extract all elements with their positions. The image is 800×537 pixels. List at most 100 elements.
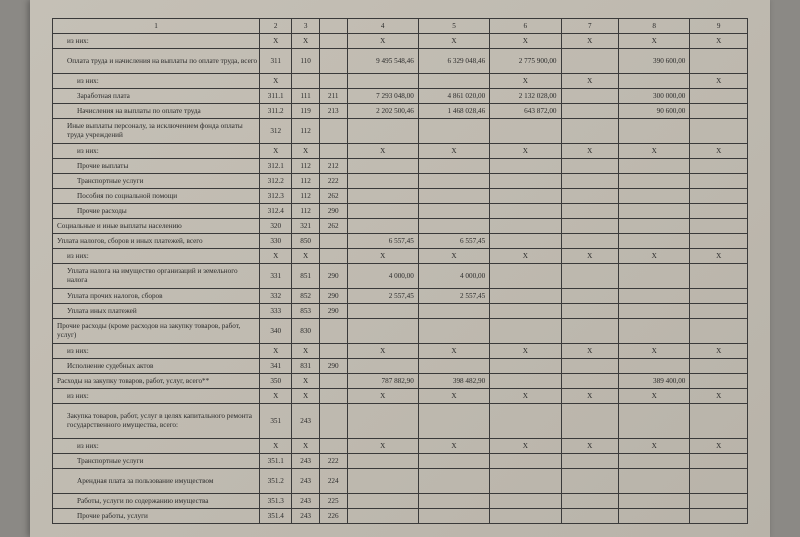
- row-label: Арендная плата за пользование имуществом: [53, 469, 260, 494]
- table-header-row: 123456789: [53, 19, 748, 34]
- empty-cell: [490, 159, 561, 174]
- code-cell: 243: [292, 494, 320, 509]
- code-cell: 243: [292, 404, 320, 439]
- empty-cell: [561, 289, 619, 304]
- empty-cell: [690, 89, 748, 104]
- empty-cell: [561, 359, 619, 374]
- code-cell: 312: [260, 119, 292, 144]
- empty-cell: [418, 319, 489, 344]
- x-cell: X: [690, 249, 748, 264]
- empty-cell: [347, 204, 418, 219]
- x-cell: X: [418, 144, 489, 159]
- empty-cell: [292, 74, 320, 89]
- empty-cell: [619, 494, 690, 509]
- table-row: из них:XXXX: [53, 74, 748, 89]
- value-cell: 390 600,00: [619, 49, 690, 74]
- empty-cell: [319, 439, 347, 454]
- empty-cell: [619, 509, 690, 524]
- x-cell: X: [347, 344, 418, 359]
- x-cell: X: [490, 389, 561, 404]
- code-cell: 851: [292, 264, 320, 289]
- x-cell: X: [347, 249, 418, 264]
- value-cell: 7 293 048,00: [347, 89, 418, 104]
- empty-cell: [319, 34, 347, 49]
- table-row: Прочие расходы (кроме расходов на закупк…: [53, 319, 748, 344]
- empty-cell: [561, 234, 619, 249]
- code-cell: 312.3: [260, 189, 292, 204]
- table-row: Прочие выплаты312.1112212: [53, 159, 748, 174]
- table-row: Арендная плата за пользование имуществом…: [53, 469, 748, 494]
- value-cell: 300 000,00: [619, 89, 690, 104]
- code-cell: 850: [292, 234, 320, 249]
- empty-cell: [690, 319, 748, 344]
- x-cell: X: [292, 389, 320, 404]
- code-cell: 243: [292, 454, 320, 469]
- x-cell: X: [619, 249, 690, 264]
- empty-cell: [347, 304, 418, 319]
- value-cell: 398 482,90: [418, 374, 489, 389]
- empty-cell: [561, 404, 619, 439]
- empty-cell: [319, 234, 347, 249]
- row-label: Исполнение судебных актов: [53, 359, 260, 374]
- empty-cell: [619, 289, 690, 304]
- table-row: Исполнение судебных актов341831290: [53, 359, 748, 374]
- empty-cell: [619, 319, 690, 344]
- code-cell: 311.2: [260, 104, 292, 119]
- code-cell: 341: [260, 359, 292, 374]
- empty-cell: [619, 204, 690, 219]
- x-cell: X: [690, 74, 748, 89]
- value-cell: 6 557,45: [347, 234, 418, 249]
- code-cell: 340: [260, 319, 292, 344]
- table-row: Прочие работы, услуги351.4243226: [53, 509, 748, 524]
- code-cell: 262: [319, 189, 347, 204]
- value-cell: 2 775 900,00: [490, 49, 561, 74]
- row-label: Уплата иных платежей: [53, 304, 260, 319]
- empty-cell: [690, 234, 748, 249]
- code-cell: 351: [260, 404, 292, 439]
- value-cell: 9 495 548,46: [347, 49, 418, 74]
- code-cell: 311: [260, 49, 292, 74]
- empty-cell: [619, 454, 690, 469]
- empty-cell: [561, 304, 619, 319]
- empty-cell: [619, 74, 690, 89]
- row-label: Прочие расходы (кроме расходов на закупк…: [53, 319, 260, 344]
- x-cell: X: [490, 74, 561, 89]
- empty-cell: [561, 454, 619, 469]
- empty-cell: [561, 494, 619, 509]
- code-cell: 110: [292, 49, 320, 74]
- code-cell: 224: [319, 469, 347, 494]
- empty-cell: [319, 374, 347, 389]
- code-cell: 351.4: [260, 509, 292, 524]
- table-row: из них:XXXXXXXX: [53, 34, 748, 49]
- empty-cell: [561, 219, 619, 234]
- table-row: Уплата иных платежей333853290: [53, 304, 748, 319]
- value-cell: 6 329 048,46: [418, 49, 489, 74]
- empty-cell: [418, 189, 489, 204]
- x-cell: X: [619, 439, 690, 454]
- x-cell: X: [292, 249, 320, 264]
- row-label: Работы, услуги по содержанию имущества: [53, 494, 260, 509]
- empty-cell: [490, 119, 561, 144]
- code-cell: 332: [260, 289, 292, 304]
- code-cell: 212: [319, 159, 347, 174]
- empty-cell: [418, 304, 489, 319]
- table-row: из них:XXXXXXXX: [53, 344, 748, 359]
- empty-cell: [347, 219, 418, 234]
- empty-cell: [490, 374, 561, 389]
- column-header: 2: [260, 19, 292, 34]
- table-row: из них:XXXXXXXX: [53, 249, 748, 264]
- row-label: из них:: [53, 344, 260, 359]
- value-cell: 787 882,90: [347, 374, 418, 389]
- code-cell: 243: [292, 509, 320, 524]
- x-cell: X: [619, 344, 690, 359]
- empty-cell: [418, 74, 489, 89]
- table-row: из них:XXXXXXXX: [53, 144, 748, 159]
- x-cell: X: [347, 439, 418, 454]
- empty-cell: [490, 509, 561, 524]
- row-label: Транспортные услуги: [53, 454, 260, 469]
- empty-cell: [490, 204, 561, 219]
- x-cell: X: [292, 374, 320, 389]
- value-cell: 6 557,45: [418, 234, 489, 249]
- code-cell: 351.3: [260, 494, 292, 509]
- x-cell: X: [347, 34, 418, 49]
